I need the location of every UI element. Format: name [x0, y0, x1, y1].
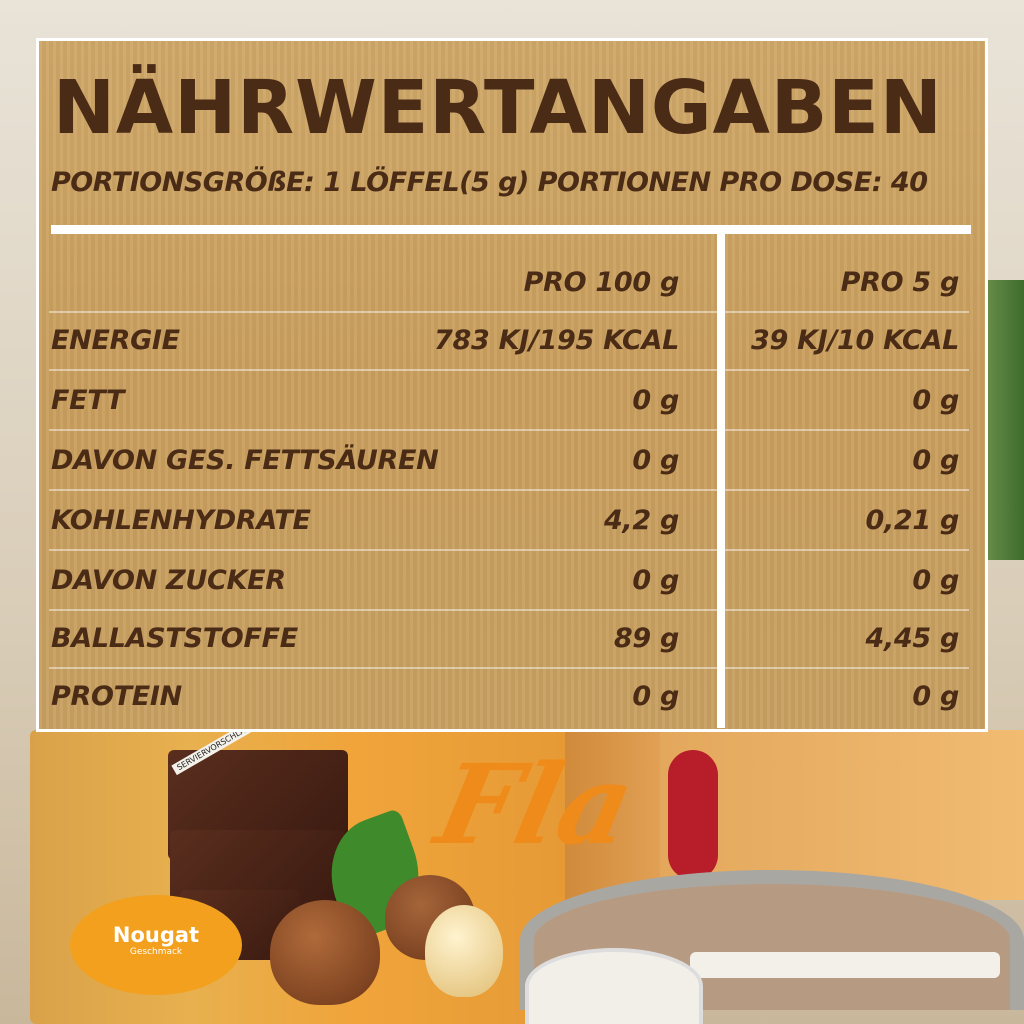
table-header-row: PRO 100 g PRO 5 g [49, 253, 969, 313]
table-row: DAVON ZUCKER 0 g 0 g [49, 551, 969, 611]
table-row: DAVON GES. FETTSÄUREN 0 g 0 g [49, 431, 969, 491]
nutrient-name: DAVON ZUCKER [51, 565, 286, 596]
value-per-100g: 4,2 g [603, 505, 679, 536]
column-divider [717, 234, 725, 728]
serving-info: PORTIONSGRÖßE: 1 LÖFFEL(5 g) PORTIONEN P… [51, 167, 928, 198]
value-per-5g: 0 g [912, 565, 959, 596]
value-per-100g: 0 g [632, 445, 679, 476]
column-header: PRO 5 g [840, 267, 960, 298]
table-row: FETT 0 g 0 g [49, 371, 969, 431]
value-per-5g: 0 g [912, 385, 959, 416]
table-row: ENERGIE 783 KJ/195 KCAL 39 KJ/10 KCAL [49, 311, 969, 371]
product-can-back [565, 730, 665, 900]
table-row: PROTEIN 0 g 0 g [49, 667, 969, 725]
table-row: KOHLENHYDRATE 4,2 g 0,21 g [49, 491, 969, 551]
nutrition-label: NÄHRWERTANGABEN PORTIONSGRÖßE: 1 LÖFFEL(… [36, 38, 988, 732]
value-per-100g: 0 g [632, 565, 679, 596]
column-header: PRO 100 g [523, 267, 680, 298]
value-per-5g: 0 g [912, 681, 959, 712]
nutrient-name: ENERGIE [51, 325, 180, 356]
measuring-scoop [525, 948, 703, 1024]
flavor-badge: Nougat Geschmack [70, 895, 242, 995]
background-plant [984, 280, 1024, 560]
brand-logo: Fla [426, 740, 645, 869]
value-per-5g: 0,21 g [865, 505, 959, 536]
value-per-5g: 39 KJ/10 KCAL [751, 325, 959, 356]
divider [51, 225, 971, 234]
nutrient-name: BALLASTSTOFFE [51, 623, 298, 654]
nutrient-name: DAVON GES. FETTSÄUREN [51, 445, 439, 476]
value-per-100g: 783 KJ/195 KCAL [434, 325, 679, 356]
value-per-100g: 89 g [613, 623, 679, 654]
nutrient-name: KOHLENHYDRATE [51, 505, 311, 536]
scoop-handle [690, 952, 1000, 978]
nutrient-name: FETT [51, 385, 125, 416]
flavor-subtitle: Geschmack [129, 947, 183, 957]
value-per-5g: 0 g [912, 445, 959, 476]
hazelnut-image [425, 905, 503, 997]
raspberry-image [668, 750, 718, 880]
nutrient-name: PROTEIN [51, 681, 182, 712]
label-title: NÄHRWERTANGABEN [53, 65, 943, 151]
hazelnut-image [270, 900, 380, 1005]
flavor-name: Nougat [112, 923, 200, 947]
table-row: BALLASTSTOFFE 89 g 4,45 g [49, 609, 969, 669]
value-per-5g: 4,45 g [865, 623, 959, 654]
value-per-100g: 0 g [632, 385, 679, 416]
value-per-100g: 0 g [632, 681, 679, 712]
